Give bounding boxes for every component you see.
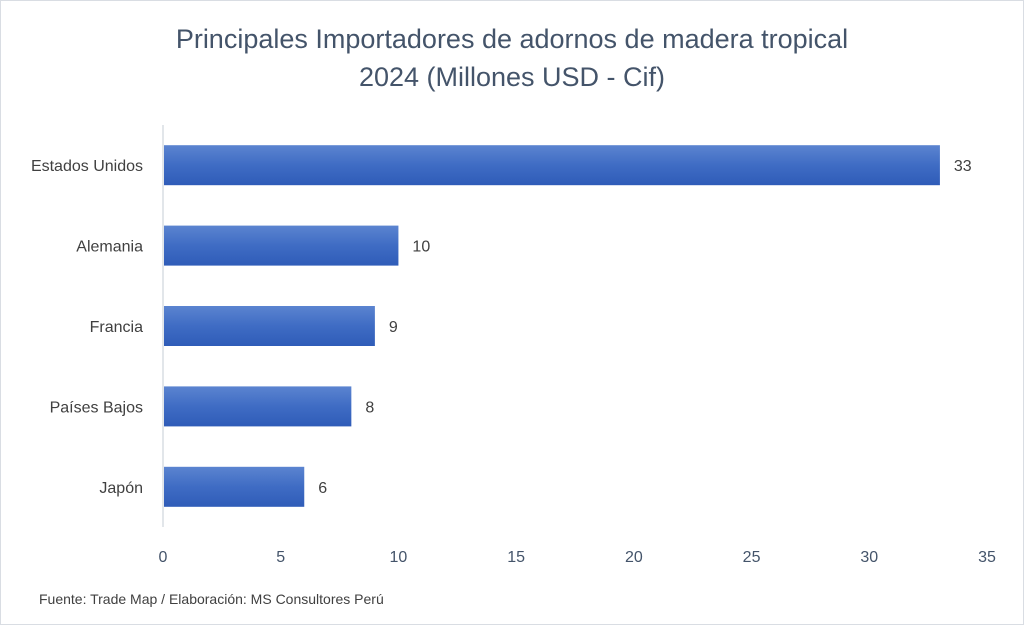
- category-label: Estados Unidos: [31, 158, 143, 175]
- x-tick-label: 5: [276, 549, 285, 566]
- category-label: Países Bajos: [50, 399, 143, 416]
- bar: [164, 466, 305, 507]
- data-label: 10: [412, 239, 430, 256]
- x-tick-label: 30: [860, 549, 878, 566]
- bar: [164, 225, 399, 266]
- category-label: Japón: [99, 480, 143, 497]
- chart-title-line1: Principales Importadores de adornos de m…: [175, 24, 849, 54]
- source-note: Fuente: Trade Map / Elaboración: MS Cons…: [39, 591, 384, 607]
- data-label: 9: [389, 319, 398, 336]
- chart-subtitle: 2024 (Millones USD - Cif): [358, 62, 666, 92]
- data-label: 8: [365, 399, 374, 416]
- x-tick-label: 15: [507, 549, 525, 566]
- x-tick-label: 20: [625, 549, 643, 566]
- x-tick-label: 25: [743, 549, 761, 566]
- bar: [164, 145, 940, 186]
- bar: [164, 306, 375, 346]
- x-tick-label: 0: [159, 549, 168, 566]
- data-label: 6: [318, 480, 327, 497]
- x-tick-label: 35: [978, 549, 996, 566]
- category-label: Alemania: [76, 239, 143, 256]
- category-label: Francia: [90, 319, 143, 336]
- chart-title: Principales Importadores de adornos de m…: [0, 20, 1024, 96]
- data-label: 33: [954, 158, 972, 175]
- x-tick-label: 10: [390, 549, 408, 566]
- bar: [164, 386, 352, 427]
